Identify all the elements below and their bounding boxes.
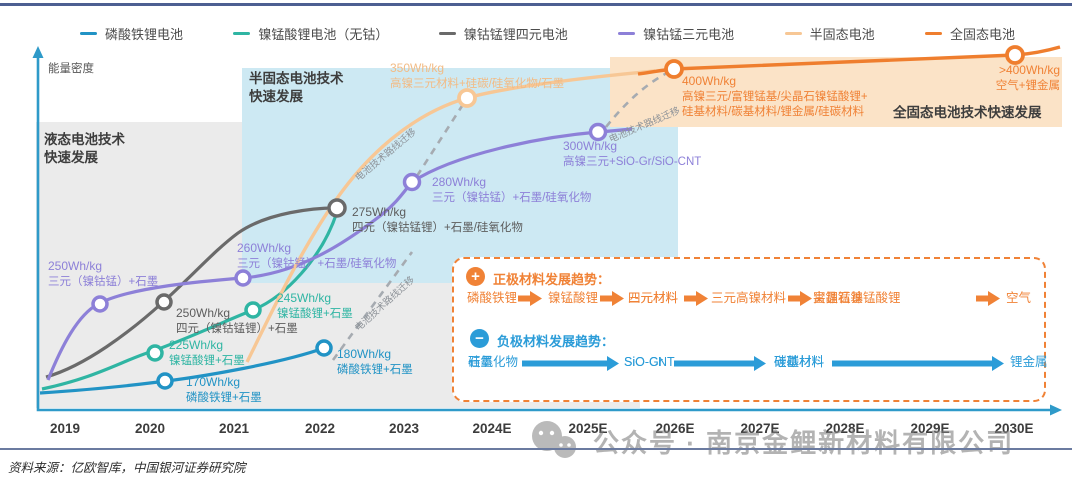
watermark: 公众号 · 南京金鲤新材料有限公司 bbox=[527, 420, 1014, 462]
cathode-step-6: 空气 bbox=[1006, 291, 1032, 305]
label-250-ternary: 250Wh/kg 三元（镍钴锰）+石墨 bbox=[48, 259, 159, 288]
x-axis-arrow bbox=[1050, 404, 1062, 416]
label-350: 350Wh/kg 高镍三元材料+硅碳/硅氧化物/石墨 bbox=[390, 61, 565, 90]
point-245 bbox=[244, 301, 262, 319]
legend-label: 镍锰酸锂电池（无钴） bbox=[258, 27, 389, 42]
x-tick-2028e: 2028E bbox=[825, 421, 865, 436]
quaternary-curve bbox=[45, 206, 337, 379]
legend-label: 镍钴锰三元电池 bbox=[643, 27, 735, 42]
legend-label: 镍钴锰锂四元电池 bbox=[463, 27, 568, 42]
legend-label: 磷酸铁锂电池 bbox=[105, 27, 184, 42]
cathode-step-2: 镍锰酸锂 bbox=[548, 291, 599, 305]
all-solid-curve bbox=[637, 45, 1061, 76]
y-axis-arrow bbox=[32, 46, 44, 58]
liquid-region-title: 液态电池技术 快速发展 bbox=[44, 132, 125, 166]
legend-item-ncm: 镍钴锰三元电池 bbox=[618, 24, 734, 43]
legend-label: 全固态电池 bbox=[949, 27, 1015, 42]
x-tick-2021: 2021 bbox=[218, 421, 250, 436]
long-arrow-right-icon bbox=[832, 356, 1004, 371]
legend-swatch bbox=[784, 32, 802, 35]
cathode-step-4: 三元高镍材料 bbox=[711, 291, 787, 305]
material-trends-box: + 正极材料发展趋势： 磷酸铁锂 镍锰酸锂 三元材料 四元材料 三元高镍材料 富锂… bbox=[452, 257, 1048, 402]
wechat-icon bbox=[532, 421, 576, 458]
legend-item-all-solid: 全固态电池 bbox=[924, 24, 1015, 43]
lnmo-curve bbox=[41, 211, 339, 391]
x-tick-2026e: 2026E bbox=[655, 421, 695, 436]
arrow-right-icon bbox=[518, 291, 542, 306]
point-275 bbox=[327, 198, 347, 218]
cathode-step-1: 磷酸铁锂 bbox=[467, 291, 518, 305]
legend-swatch bbox=[80, 32, 97, 35]
cathode-trend-title: 正极材料发展趋势： bbox=[493, 272, 611, 287]
arrow-right-icon bbox=[788, 291, 812, 306]
long-arrow-right-icon bbox=[522, 356, 619, 371]
top-divider bbox=[0, 3, 1072, 6]
arrow-right-icon bbox=[600, 291, 624, 306]
bottom-divider bbox=[0, 448, 1072, 450]
label-300: 300Wh/kg 高镍三元+SiO-Gr/SiO-CNT bbox=[563, 139, 702, 168]
label-400: 400Wh/kg 高镍三元/富锂锰基/尖晶石镍锰酸锂+ 硅基材料/碳基材料/锂金属/… bbox=[682, 74, 868, 118]
all-solid-region-title: 全固态电池技术快速发展 bbox=[893, 105, 1042, 120]
migration-arrow-2 bbox=[415, 105, 464, 177]
anode-trend-title: 负极材料发展趋势： bbox=[497, 334, 615, 349]
migration-arrow-3 bbox=[604, 71, 668, 128]
point-260 bbox=[234, 269, 252, 287]
label-275: 275Wh/kg 四元（镍钴锰锂）+石墨/硅氧化物 bbox=[352, 205, 523, 234]
legend-item-semi-solid: 半固态电池 bbox=[784, 24, 875, 43]
axes bbox=[36, 56, 1052, 412]
legend-item-lfp: 磷酸铁锂电池 bbox=[80, 24, 183, 43]
point-400plus bbox=[1005, 45, 1025, 65]
label-250-quaternary: 250Wh/kg 四元（镍钴锰锂）+石墨 bbox=[176, 306, 298, 335]
long-arrow-right-icon bbox=[674, 356, 766, 371]
label-260: 260Wh/kg 三元（镍钴锰）+石墨/硅氧化物 bbox=[237, 241, 397, 270]
arrow-right-icon bbox=[976, 291, 1000, 306]
label-225: 225Wh/kg 镍锰酸锂+石墨 bbox=[169, 338, 245, 367]
label-170: 170Wh/kg 磷酸铁锂+石墨 bbox=[186, 375, 262, 404]
label-180: 180Wh/kg 磷酸铁锂+石墨 bbox=[337, 347, 413, 376]
source-note: 资料来源：亿欧智库，中国银河证券研究院 bbox=[8, 461, 246, 475]
x-tick-2027e: 2027E bbox=[740, 421, 780, 436]
legend-item-quaternary: 镍钴锰锂四元电池 bbox=[438, 24, 568, 43]
x-tick-2020: 2020 bbox=[134, 421, 166, 436]
label-400plus: >400Wh/kg 空气+锂金属 bbox=[995, 63, 1060, 92]
point-170 bbox=[156, 372, 174, 390]
x-tick-2023: 2023 bbox=[388, 421, 420, 436]
legend-item-lnmo: 镍锰酸锂电池（无钴） bbox=[233, 24, 388, 43]
legend-swatch bbox=[924, 32, 942, 35]
semi-solid-region-title: 半固态电池技术 快速发展 bbox=[249, 71, 344, 105]
semi-solid-curve bbox=[245, 69, 656, 363]
x-tick-2022: 2022 bbox=[304, 421, 336, 436]
minus-icon: − bbox=[470, 329, 489, 348]
legend: 磷酸铁锂电池 镍锰酸锂电池（无钴） 镍钴锰锂四元电池 镍钴锰三元电池 半固态电池… bbox=[80, 24, 1015, 43]
arrow-right-icon bbox=[684, 291, 708, 306]
x-tick-2030e: 2030E bbox=[994, 421, 1034, 436]
anode-step-4: 锂金属 bbox=[1010, 355, 1048, 369]
point-180 bbox=[315, 339, 333, 357]
y-axis-label: 能量密度 bbox=[48, 63, 94, 75]
point-250-ternary bbox=[91, 295, 109, 313]
legend-swatch bbox=[233, 32, 251, 35]
x-tick-2019: 2019 bbox=[49, 421, 81, 436]
point-400 bbox=[664, 59, 684, 79]
point-300 bbox=[588, 122, 608, 142]
point-280 bbox=[402, 172, 422, 192]
label-245: 245Wh/kg 镍锰酸锂+石墨 bbox=[277, 291, 353, 320]
label-280: 280Wh/kg 三元（镍钴锰）+石墨/硅氧化物 bbox=[432, 175, 592, 204]
migration-arrow-1 bbox=[331, 251, 414, 361]
legend-swatch bbox=[438, 32, 456, 35]
point-225 bbox=[146, 344, 164, 362]
plus-icon: + bbox=[466, 267, 485, 286]
legend-swatch bbox=[618, 32, 636, 35]
point-350 bbox=[457, 88, 477, 108]
x-tick-2029e: 2029E bbox=[910, 421, 950, 436]
legend-label: 半固态电池 bbox=[809, 27, 875, 42]
point-250-quaternary bbox=[155, 293, 173, 311]
watermark-text: 公众号 · 南京金鲤新材料有限公司 bbox=[593, 427, 1015, 458]
x-tick-2024e: 2024E bbox=[472, 421, 512, 436]
x-tick-2025e: 2025E bbox=[568, 421, 608, 436]
